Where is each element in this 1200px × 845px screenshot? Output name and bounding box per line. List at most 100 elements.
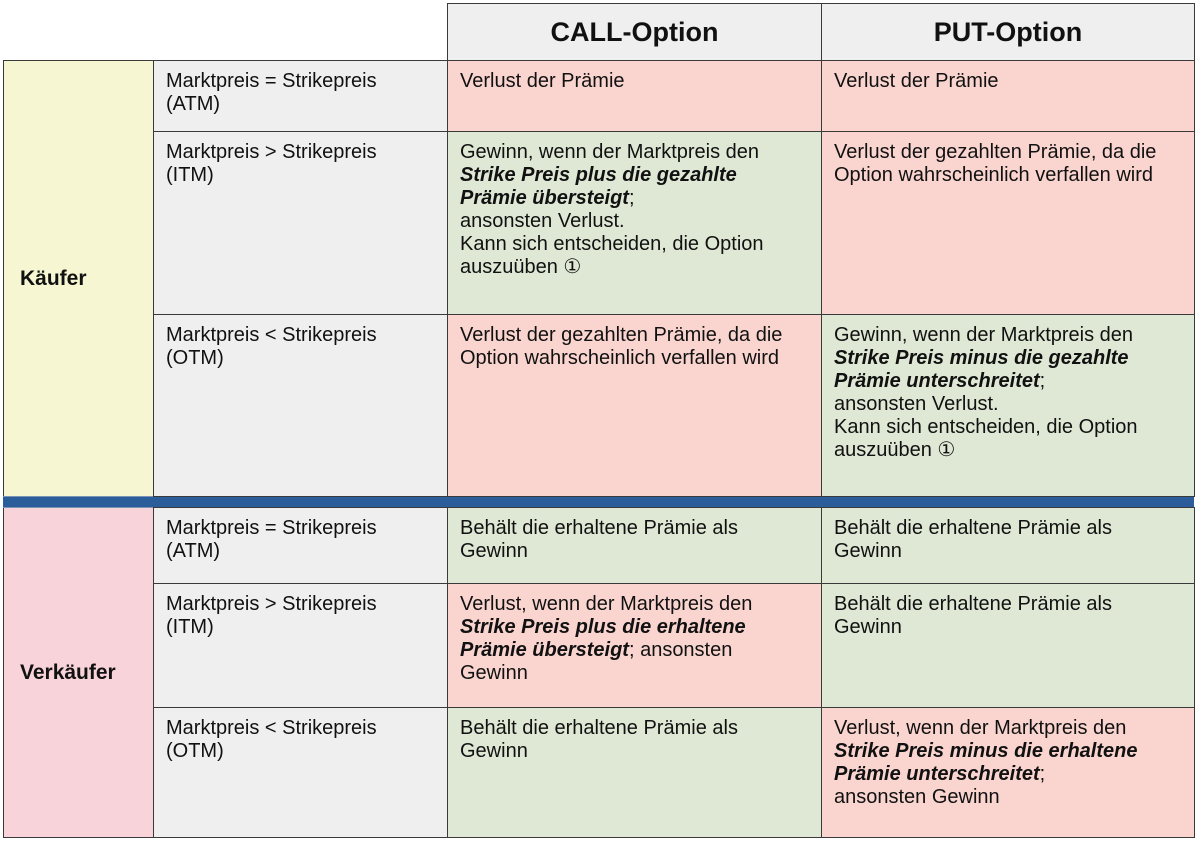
- cell-text-line: Option wahrscheinlich verfallen wird: [460, 347, 809, 370]
- emphasis-text: Strike Preis plus die erhaltene: [460, 616, 746, 638]
- plain-text: Behält die erhaltene Prämie als: [460, 717, 738, 739]
- emphasis-text: Gewinn: [834, 616, 902, 638]
- seller-role-cell: Verkäufer: [3, 507, 154, 838]
- emphasis-text: Gewinn: [931, 786, 1000, 808]
- buyer-row-3-condition: Marktpreis < Strikepreis (OTM): [153, 314, 448, 497]
- cell-text-line: Kann sich entscheiden, die Option: [834, 416, 1182, 439]
- cell-text-line: Verlust, wenn der Marktpreis den: [460, 593, 809, 616]
- plain-text: , wenn der Marktpreis den: [901, 324, 1134, 346]
- emphasis-text: Verlust: [834, 141, 896, 163]
- cell-text-line: Behält die erhaltene Prämie als: [834, 517, 1182, 540]
- buyer-row-1-call-outcome: Verlust der Prämie: [447, 60, 822, 132]
- plain-text: .: [993, 393, 999, 415]
- seller-role-label: Verkäufer: [20, 661, 116, 684]
- cell-text-line: ansonsten Gewinn: [834, 786, 1182, 809]
- emphasis-text: Verlust: [460, 324, 522, 346]
- condition-text: Marktpreis = Strikepreis: [166, 70, 377, 92]
- cell-text-line: Behält die erhaltene Prämie als: [460, 517, 809, 540]
- plain-text: ansonsten: [460, 210, 558, 232]
- seller-row-1-put-outcome: Behält die erhaltene Prämie als Gewinn: [821, 507, 1195, 584]
- buyer-row-1-put-outcome: Verlust der Prämie: [821, 60, 1195, 132]
- emphasis-text: Verlust: [557, 210, 620, 232]
- cell-text-line: Strike Preis minus die erhaltene: [834, 740, 1182, 763]
- seller-row-2-condition: Marktpreis > Strikepreis (ITM): [153, 583, 448, 708]
- cell-text-line: Gewinn: [460, 662, 809, 685]
- condition-text: (ATM): [166, 93, 221, 115]
- buyer-row-2-condition: Marktpreis > Strikepreis (ITM): [153, 131, 448, 315]
- emphasis-text: Gewinn: [460, 662, 528, 684]
- condition-text: (ITM): [166, 616, 214, 638]
- plain-text: der gezahlten Prämie, da die: [895, 141, 1157, 163]
- buyer-row-3-put-outcome: Gewinn, wenn der Marktpreis den Strike Pr…: [821, 314, 1195, 497]
- plain-text: ansonsten: [834, 786, 932, 808]
- condition-text: (OTM): [166, 347, 224, 369]
- plain-text: auszuüben ①: [460, 256, 582, 278]
- plain-text: auszuüben ①: [834, 439, 956, 461]
- buyer-role-label: Käufer: [20, 267, 87, 290]
- condition-text: (ATM): [166, 540, 221, 562]
- buyer-role-cell: Käufer: [3, 60, 154, 497]
- emphasis-text: Strike Preis plus die gezahlte: [460, 164, 737, 186]
- condition-text: Marktpreis > Strikepreis: [166, 593, 377, 615]
- plain-text: der Prämie: [895, 70, 999, 92]
- emphasis-text: Strike Preis minus die erhaltene: [834, 740, 1138, 762]
- plain-text: Kann sich entscheiden, die Option: [460, 233, 764, 255]
- cell-text-line: Prämie unterschreitet;: [834, 763, 1182, 786]
- plain-text: ;: [1039, 370, 1046, 392]
- buyer-row-3-call-outcome: Verlust der gezahlten Prämie, da die Opti…: [447, 314, 822, 497]
- cell-text-line: Verlust, wenn der Marktpreis den: [834, 717, 1182, 740]
- seller-row-1-call-outcome: Behält die erhaltene Prämie als Gewinn: [447, 507, 822, 584]
- plain-text: ansonsten: [834, 393, 932, 415]
- emphasis-text: Strike Preis minus die gezahlte: [834, 347, 1129, 369]
- emphasis-text: Gewinn: [460, 740, 528, 762]
- emphasis-text: Prämie übersteigt: [460, 187, 629, 209]
- condition-text: Marktpreis = Strikepreis: [166, 517, 377, 539]
- plain-text: , wenn der Marktpreis den: [527, 141, 760, 163]
- put-option-header-label: PUT-Option: [933, 16, 1083, 47]
- call-option-header-label: CALL-Option: [550, 16, 719, 47]
- cell-text-line: Strike Preis minus die gezahlte: [834, 347, 1182, 370]
- cell-text-line: Behält die erhaltene Prämie als: [460, 717, 809, 740]
- plain-text: der gezahlten Prämie, da die: [521, 324, 783, 346]
- cell-text-line: auszuüben ①: [834, 439, 1182, 462]
- seller-row-1-condition: Marktpreis = Strikepreis (ATM): [153, 507, 448, 584]
- plain-text: Option wahrscheinlich verfallen wird: [834, 164, 1154, 186]
- emphasis-text: Prämie unterschreitet: [834, 370, 1040, 392]
- plain-text: ; ansonsten: [628, 639, 733, 661]
- plain-text: Kann sich entscheiden, die Option: [834, 416, 1138, 438]
- cell-text-line: Gewinn: [834, 616, 1182, 639]
- emphasis-text: Gewinn: [834, 540, 902, 562]
- emphasis-text: Prämie unterschreitet: [834, 763, 1040, 785]
- emphasis-text: Verlust: [834, 717, 896, 739]
- buyer-row-2-call-outcome: Gewinn, wenn der Marktpreis den Strike Pr…: [447, 131, 822, 315]
- cell-text-line: ansonsten Verlust.: [834, 393, 1182, 416]
- cell-text-line: Strike Preis plus die gezahlte: [460, 164, 809, 187]
- emphasis-text: Verlust: [460, 70, 522, 92]
- plain-text: Behält die erhaltene Prämie als: [834, 593, 1112, 615]
- cell-text-line: Gewinn, wenn der Marktpreis den: [460, 141, 809, 164]
- plain-text: Option wahrscheinlich verfallen wird: [460, 347, 780, 369]
- cell-text-line: Gewinn: [834, 540, 1182, 563]
- put-option-header: PUT-Option: [821, 3, 1195, 61]
- emphasis-text: Verlust: [931, 393, 994, 415]
- cell-text-line: Verlust der gezahlten Prämie, da die: [460, 324, 809, 347]
- plain-text: .: [619, 210, 625, 232]
- plain-text: Behält die erhaltene Prämie als: [834, 517, 1112, 539]
- cell-text-line: Verlust der Prämie: [834, 70, 1182, 93]
- cell-text-line: Prämie unterschreitet;: [834, 370, 1182, 393]
- emphasis-text: Verlust: [834, 70, 896, 92]
- condition-text: Marktpreis < Strikepreis: [166, 324, 377, 346]
- condition-text: (ITM): [166, 164, 214, 186]
- seller-row-2-call-outcome: Verlust, wenn der Marktpreis den Strike P…: [447, 583, 822, 708]
- condition-text: Marktpreis > Strikepreis: [166, 141, 377, 163]
- cell-text-line: Prämie übersteigt;: [460, 187, 809, 210]
- buyer-row-2-put-outcome: Verlust der gezahlten Prämie, da die Opti…: [821, 131, 1195, 315]
- emphasis-text: Gewinn: [834, 324, 902, 346]
- cell-text-line: ansonsten Verlust.: [460, 210, 809, 233]
- call-option-header: CALL-Option: [447, 3, 822, 61]
- emphasis-text: Gewinn: [460, 540, 528, 562]
- emphasis-text: Gewinn: [460, 141, 528, 163]
- plain-text: Behält die erhaltene Prämie als: [460, 517, 738, 539]
- cell-text-line: Option wahrscheinlich verfallen wird: [834, 164, 1182, 187]
